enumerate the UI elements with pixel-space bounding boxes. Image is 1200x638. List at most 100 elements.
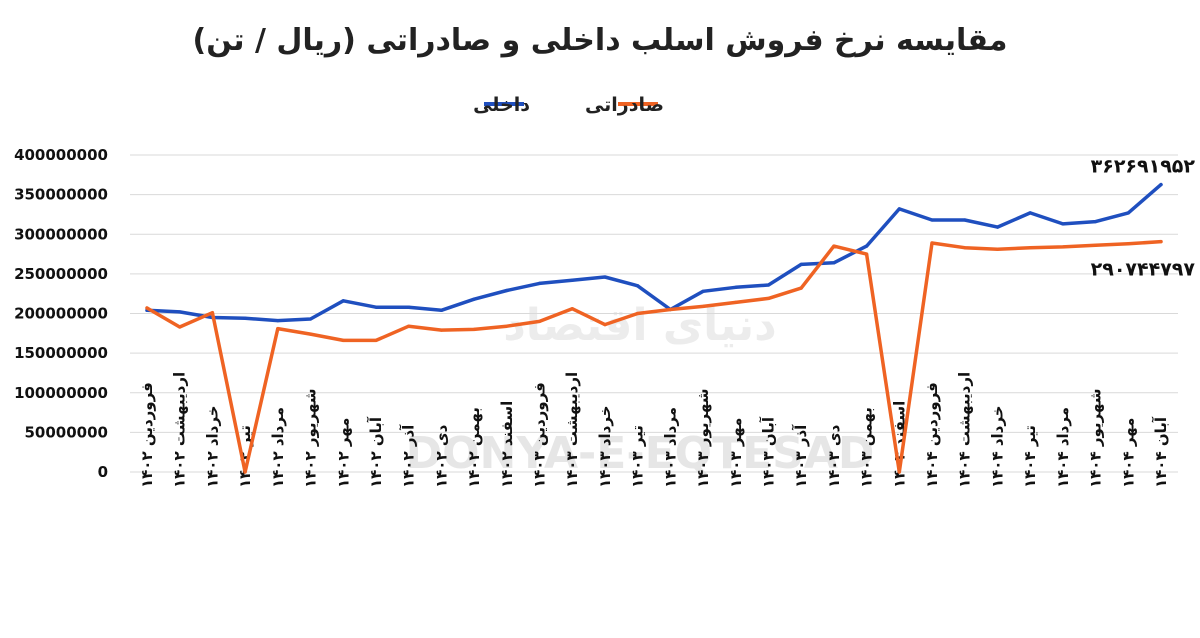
data-point [995, 225, 1000, 229]
gridlines [130, 154, 1178, 473]
data-point [341, 338, 345, 343]
watermark-persian: دنیای اقتصاد [503, 300, 777, 351]
x-tick-label: آذر ۱۴۰۲ [400, 424, 418, 488]
data-point [308, 332, 313, 336]
data-point [799, 286, 803, 290]
data-point [963, 218, 967, 222]
data-point [472, 327, 476, 331]
watermark-latin: DONYA-E-EQTESAD [406, 428, 875, 479]
data-point [995, 247, 1000, 251]
x-tick-label: تیر ۱۴۰۲ [236, 425, 254, 488]
data-point [145, 306, 149, 310]
x-tick-label: شهریور ۱۴۰۲ [302, 388, 320, 488]
data-point [766, 283, 771, 287]
x-tick-label: فروردین ۱۴۰۳ [531, 382, 549, 488]
data-point [1061, 222, 1065, 226]
data-point [243, 470, 247, 474]
data-point [374, 338, 378, 343]
y-tick-label: 50000000 [25, 423, 109, 441]
data-point [1093, 219, 1098, 224]
y-tick-label: 200000000 [14, 305, 108, 323]
data-point [1093, 243, 1098, 247]
x-tick-label: اسفند ۱۴۰۳ [890, 401, 908, 488]
x-tick-label: مهر ۱۴۰۲ [334, 418, 352, 488]
x-tick-label: فروردین ۱۴۰۴ [923, 382, 941, 488]
data-point [897, 470, 901, 474]
data-point [210, 311, 215, 315]
data-point [930, 241, 934, 245]
data-point [1126, 211, 1130, 215]
data-point [178, 310, 182, 314]
y-tick-label: 400000000 [14, 146, 108, 164]
data-point [1159, 239, 1163, 244]
data-point [897, 207, 901, 211]
x-tick-label: بهمن ۱۴۰۳ [858, 407, 876, 488]
data-point [537, 319, 542, 324]
data-point [865, 252, 869, 256]
data-point [799, 262, 803, 266]
x-tick-label: مرداد ۱۴۰۴ [1054, 407, 1072, 488]
x-tick-label: آبان ۱۴۰۳ [759, 416, 777, 488]
data-point [341, 299, 345, 303]
x-tick-label: شهریور ۱۴۰۳ [694, 388, 712, 488]
data-point [537, 281, 542, 285]
x-tick-label: اردیبهشت ۱۴۰۲ [171, 372, 189, 488]
y-tick-label: 0 [98, 463, 108, 481]
series-line-export [145, 239, 1163, 474]
x-tick-label: فروردین ۱۴۰۲ [138, 382, 156, 488]
x-tick-label: خرداد ۱۴۰۴ [988, 405, 1006, 488]
data-point [276, 326, 280, 331]
x-tick-label: خرداد ۱۴۰۳ [596, 405, 614, 488]
data-point [766, 296, 771, 301]
data-point [570, 307, 574, 311]
x-axis: فروردین ۱۴۰۲ اردیبهشت ۱۴۰۲ خرداد ۱۴۰۲ تیر ۱… [138, 372, 1170, 488]
data-point [1126, 242, 1130, 246]
x-tick-label: آبان ۱۴۰۲ [367, 416, 385, 488]
data-point [734, 300, 738, 305]
data-point [570, 278, 574, 282]
x-tick-label: آبان ۱۴۰۴ [1152, 416, 1170, 488]
data-point [930, 218, 934, 222]
x-tick-label: دی ۱۴۰۲ [432, 424, 450, 488]
data-point [603, 322, 607, 327]
data-point [374, 305, 378, 309]
data-point [439, 328, 443, 332]
data-point [636, 311, 640, 316]
x-tick-label: تیر ۱۴۰۴ [1021, 425, 1039, 488]
x-tick-label: بهمن ۱۴۰۲ [465, 407, 483, 488]
x-tick-label: شهریور ۱۴۰۴ [1087, 388, 1105, 488]
x-tick-label: مرداد ۱۴۰۳ [661, 407, 679, 488]
y-tick-label: 300000000 [14, 225, 108, 243]
chart-title: مقایسه نرخ فروش اسلب داخلی و صادراتی (ری… [193, 23, 1008, 58]
data-point [832, 244, 836, 248]
data-point [472, 297, 476, 301]
x-tick-label: تیر ۱۴۰۳ [629, 425, 647, 488]
series-lines [145, 182, 1163, 474]
y-tick-label: 100000000 [14, 384, 108, 402]
x-tick-label: مرداد ۱۴۰۲ [269, 407, 287, 488]
data-point [734, 285, 738, 289]
data-point [701, 304, 705, 308]
data-point [832, 261, 836, 265]
x-tick-label: دی ۱۴۰۳ [825, 424, 843, 488]
data-point [1028, 211, 1032, 215]
x-tick-label: اردیبهشت ۱۴۰۴ [956, 372, 974, 488]
x-tick-label: اردیبهشت ۱۴۰۳ [563, 372, 581, 488]
data-point [407, 305, 411, 309]
data-label-domestic: ۳۶۲۶۹۱۹۵۲ [1091, 156, 1196, 178]
y-tick-label: 150000000 [14, 344, 108, 362]
data-point [243, 316, 247, 320]
data-point [636, 284, 640, 288]
data-point [603, 275, 607, 279]
data-point [439, 308, 443, 312]
y-tick-label: 250000000 [14, 265, 108, 283]
data-point [505, 288, 509, 293]
data-point [1159, 182, 1163, 187]
x-tick-label: مهر ۱۴۰۴ [1119, 418, 1137, 488]
data-point [701, 289, 705, 293]
data-label-export: ۲۹۰۷۴۴۷۹۷ [1091, 259, 1196, 281]
data-point [668, 307, 672, 312]
x-tick-label: آذر ۱۴۰۳ [792, 424, 810, 488]
x-tick-label: خرداد ۱۴۰۲ [203, 405, 221, 488]
